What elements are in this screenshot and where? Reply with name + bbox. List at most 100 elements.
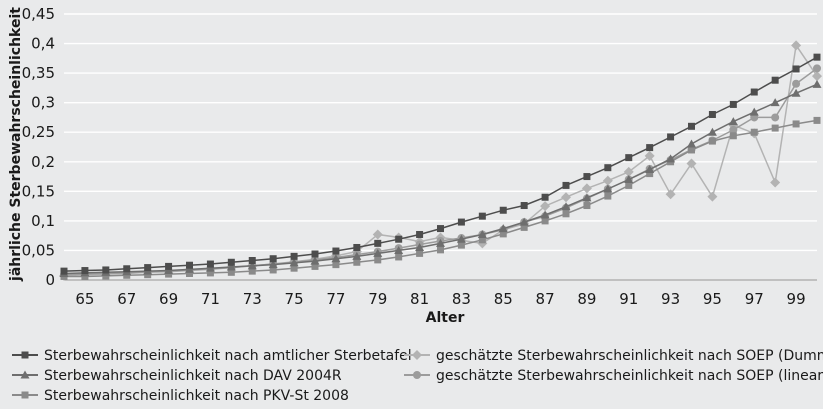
data-point — [372, 229, 383, 240]
data-point — [144, 264, 152, 272]
data-point — [791, 40, 802, 51]
x-tick-label: 97 — [745, 290, 764, 308]
data-point — [770, 177, 781, 188]
data-point — [415, 242, 425, 251]
legend-marker — [20, 370, 30, 379]
x-tick-label: 83 — [452, 290, 471, 308]
y-tick-label: 0 — [45, 271, 55, 289]
data-point — [457, 241, 465, 249]
data-point — [102, 266, 110, 274]
data-point — [102, 272, 110, 280]
data-point — [436, 238, 445, 247]
legend: Sterbewahrscheinlichkeit nach amtlicher … — [12, 348, 823, 404]
data-point — [813, 116, 821, 124]
data-point — [604, 192, 612, 200]
data-point — [499, 230, 507, 238]
data-point — [206, 269, 214, 277]
data-point — [729, 100, 737, 108]
data-point — [582, 193, 592, 202]
data-point — [688, 146, 695, 154]
data-point — [374, 256, 382, 264]
data-point — [771, 113, 780, 122]
data-point — [227, 268, 235, 276]
y-tick-label: 0,2 — [31, 153, 55, 171]
data-point — [520, 223, 528, 231]
data-point — [456, 234, 466, 243]
data-point — [623, 166, 634, 177]
data-point — [311, 250, 319, 258]
y-tick-label: 0,15 — [22, 182, 55, 200]
data-point — [646, 144, 654, 152]
data-point — [499, 206, 507, 214]
x-tick-label: 65 — [75, 290, 94, 308]
y-tick-label: 0,4 — [31, 35, 55, 53]
x-tick-label: 85 — [494, 290, 513, 308]
legend-item: Sterbewahrscheinlichkeit nach PKV-St 200… — [12, 388, 349, 404]
data-point — [289, 258, 299, 267]
x-tick-label: 93 — [661, 290, 680, 308]
data-point — [332, 247, 340, 255]
y-axis-title: jährliche Sterbewahrscheinlichkeit — [8, 7, 24, 282]
data-point — [226, 262, 236, 271]
x-tick-label: 69 — [159, 290, 178, 308]
data-point — [144, 271, 152, 279]
data-point — [604, 164, 612, 172]
data-point — [541, 217, 549, 225]
y-tick-label: 0,45 — [22, 5, 55, 23]
data-point — [581, 183, 592, 194]
data-point — [583, 173, 591, 181]
data-point — [708, 110, 716, 118]
data-point — [729, 132, 737, 140]
data-point — [667, 133, 675, 141]
data-point — [353, 243, 361, 251]
x-tick-label: 73 — [243, 290, 262, 308]
data-point — [645, 164, 655, 173]
legend-item: geschätzte Sterbewahrscheinlichkeit nach… — [404, 348, 823, 364]
data-point — [791, 88, 801, 97]
series-3 — [60, 116, 821, 280]
data-point — [165, 262, 173, 270]
data-point — [812, 79, 822, 88]
data-point — [81, 272, 89, 280]
data-point — [813, 64, 821, 73]
x-tick-label: 75 — [285, 290, 304, 308]
legend-label: geschätzte Sterbewahrscheinlichkeit nach… — [436, 368, 823, 384]
data-point — [707, 191, 718, 202]
data-point — [206, 260, 214, 268]
data-point — [290, 264, 298, 272]
x-tick-label: 79 — [368, 290, 387, 308]
x-tick-label: 77 — [326, 290, 345, 308]
data-point — [771, 76, 779, 84]
x-tick-label: 67 — [117, 290, 136, 308]
legend-marker — [21, 391, 29, 399]
legend-label: geschätzte Sterbewahrscheinlichkeit nach… — [436, 348, 823, 364]
x-axis-title: Alter — [426, 310, 465, 326]
data-point — [540, 201, 551, 212]
data-point — [165, 270, 173, 278]
legend-marker — [412, 350, 422, 360]
data-point — [561, 202, 571, 211]
gridlines — [64, 13, 817, 281]
data-point — [457, 218, 465, 226]
data-point — [498, 224, 508, 233]
data-point — [520, 202, 528, 210]
y-tick-label: 0,05 — [22, 241, 55, 259]
x-axis-ticks: 65 67 69 71 73 75 77 79 81 83 85 87 89 91 93 95 97 99 — [75, 290, 805, 308]
data-point — [729, 125, 738, 134]
data-point — [728, 117, 738, 126]
data-point — [708, 137, 716, 145]
data-point — [750, 88, 758, 96]
data-point — [331, 254, 341, 263]
data-point — [646, 170, 654, 178]
data-point — [186, 261, 193, 269]
data-point — [603, 184, 613, 193]
x-tick-label: 87 — [536, 290, 555, 308]
data-point — [583, 202, 591, 210]
data-point — [186, 269, 193, 277]
data-point — [602, 175, 613, 186]
data-point — [812, 71, 822, 82]
legend-label: Sterbewahrscheinlichkeit nach amtlicher … — [44, 348, 412, 364]
legend-item: Sterbewahrscheinlichkeit nach amtlicher … — [12, 348, 412, 364]
